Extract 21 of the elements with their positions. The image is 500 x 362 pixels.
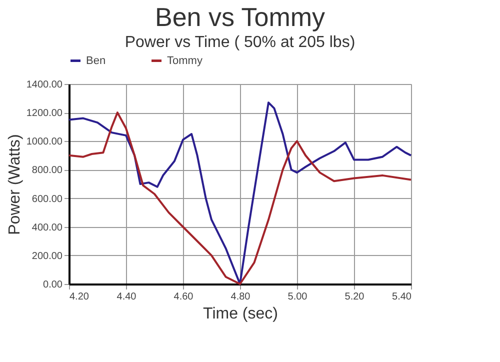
y-tick-label: 200.00 <box>32 250 63 262</box>
y-tick-label: 800.00 <box>32 165 63 176</box>
x-tick-label: 4.80 <box>230 292 251 302</box>
chart-subtitle: Power vs Time ( 50% at 205 lbs) <box>124 34 356 51</box>
y-tick-label: 1200.00 <box>26 108 63 120</box>
y-axis-title: Power (Watts) <box>6 134 24 235</box>
x-tick-label: 5.40 <box>392 292 412 302</box>
y-tick-label: 600.00 <box>32 194 63 205</box>
y-tick-label: 400.00 <box>32 222 63 234</box>
chart-title: Ben vs Tommy <box>154 2 326 32</box>
x-tick-label: 5.20 <box>344 292 365 302</box>
x-axis-title: Time (sec) <box>203 306 278 322</box>
x-tick-label: 4.60 <box>174 292 194 302</box>
x-tick-label: 4.20 <box>70 292 90 302</box>
y-tick-label: 1000.00 <box>26 136 63 148</box>
x-tick-label: 5.00 <box>288 292 308 302</box>
legend-label: Ben <box>86 54 106 67</box>
y-tick-label: 0.00 <box>43 280 63 290</box>
legend-label: Tommy <box>167 54 203 67</box>
x-tick-label: 4.40 <box>116 292 137 302</box>
y-tick-label: 1400.00 <box>26 80 63 90</box>
